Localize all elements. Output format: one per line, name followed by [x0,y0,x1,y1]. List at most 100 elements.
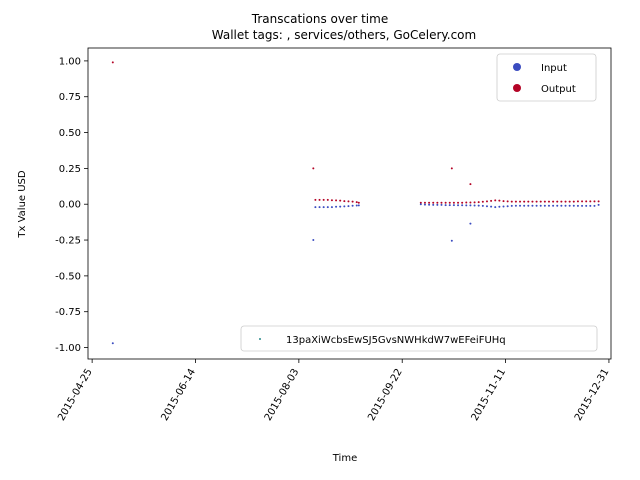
input-point [481,204,484,207]
input-point [330,206,333,209]
input-point [465,204,468,207]
output-point [527,200,530,203]
output-point [351,200,354,203]
y-tick-label: 0.00 [59,200,81,211]
input-point [473,204,476,207]
output-point [322,198,325,201]
input-point [339,205,342,208]
input-point [547,204,550,207]
output-point [448,201,451,204]
y-tick-label: -0.25 [55,236,81,247]
input-point [593,204,596,207]
legend-wallet: 13paXiWcbsEwSJ5GvsNWHkdW7wEFeiFUHq [240,325,598,352]
input-point [318,206,321,209]
output-point [440,201,443,204]
chart-title: Transcations over time [251,12,388,26]
legend-input-label: Input [541,63,567,74]
input-point [531,204,534,207]
legend-wallet-marker [259,338,261,340]
y-tick-label: -1.00 [55,343,81,354]
output-point [457,201,460,204]
output-point [585,200,588,203]
output-point [576,200,579,203]
legend-class-box [496,53,597,102]
legend-wallet-label: 13paXiWcbsEwSJ5GvsNWHkdW7wEFeiFUHq [286,335,506,346]
output-point [452,201,455,204]
output-point [572,200,575,203]
output-point [339,199,342,202]
input-point [335,205,338,208]
output-point [581,200,584,203]
input-point [436,203,439,206]
output-point [490,199,493,202]
legend-input-marker [513,63,521,71]
data-points [111,61,600,345]
output-point [560,200,563,203]
input-point [423,203,426,206]
output-point [556,200,559,203]
input-point [535,204,538,207]
input-point [485,205,488,208]
input-point [440,203,443,206]
input-point [523,204,526,207]
input-point [347,205,350,208]
output-point [494,199,497,202]
input-point [343,205,346,208]
input-point [519,204,522,207]
output-point [318,198,321,201]
input-point [581,204,584,207]
output-point [469,201,472,204]
x-tick-label: 2015-11-11 [470,367,509,423]
y-tick-label: -0.75 [55,307,81,318]
output-point [477,201,480,204]
output-point [473,201,476,204]
input-point [448,204,451,207]
output-point [423,201,426,204]
input-point [506,205,509,208]
input-point [111,342,114,345]
output-point [444,201,447,204]
input-point [452,204,455,207]
input-point [543,204,546,207]
y-axis-label: Tx Value USD [17,170,28,239]
input-point [469,204,472,207]
x-tick-label: 2015-12-31 [573,367,612,423]
output-point [485,200,488,203]
output-point [502,200,505,203]
input-point [556,204,559,207]
input-point [326,206,329,209]
y-tick-label: 1.00 [59,56,81,67]
input-point [322,206,325,209]
input-point [572,204,575,207]
input-point [568,204,571,207]
output-point [531,200,534,203]
output-point [523,200,526,203]
input-point [357,204,360,207]
output-point [347,200,350,203]
output-point [519,200,522,203]
input-point [498,205,501,208]
input-point [312,239,315,242]
output-point [465,201,468,204]
output-point [506,200,509,203]
input-point [457,204,460,207]
output-point [469,183,472,186]
output-point [547,200,550,203]
input-point [597,203,600,206]
input-point [469,222,472,225]
output-point [450,167,453,170]
input-point [502,205,505,208]
output-point [552,200,555,203]
output-point [355,201,358,204]
input-point [539,204,542,207]
output-point [543,200,546,203]
legend-wallet-box [240,325,598,352]
x-axis: 2015-04-25 2015-06-14 2015-08-03 2015-09-22… [56,359,612,423]
input-point [560,204,563,207]
input-point [576,204,579,207]
input-point [419,203,422,206]
input-point [444,204,447,207]
output-point [535,200,538,203]
input-point [527,204,530,207]
